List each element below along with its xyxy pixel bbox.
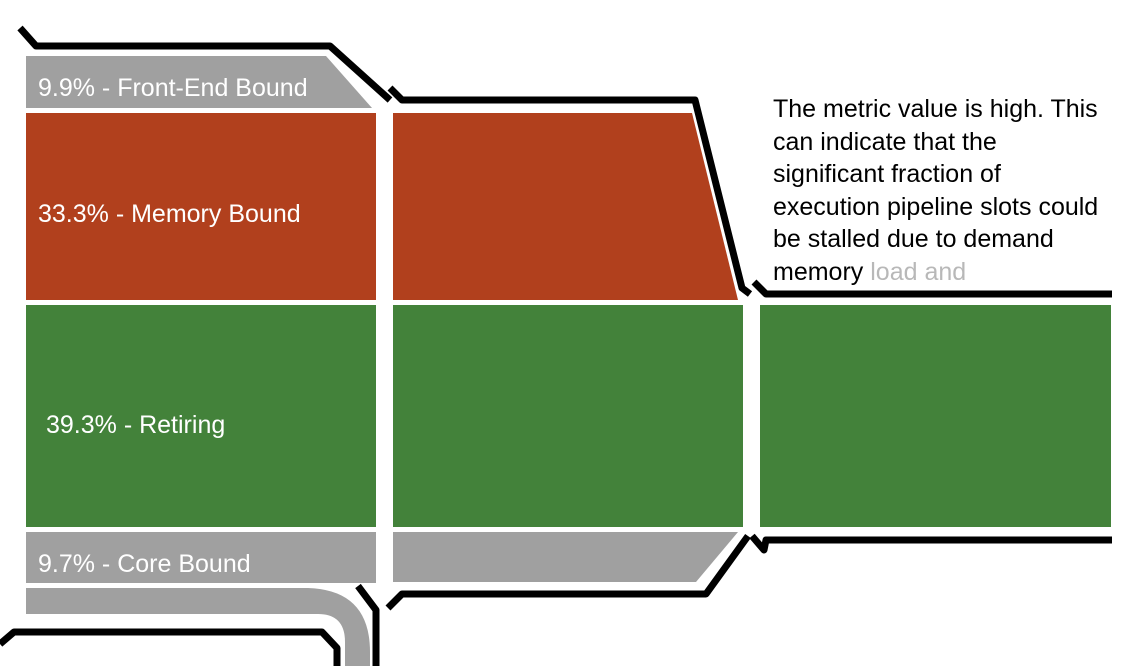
retiring-label: 39.3% - Retiring xyxy=(46,411,226,439)
retiring-flow[interactable] xyxy=(393,305,743,527)
column-2 xyxy=(393,113,743,582)
outline-bottom-hook xyxy=(355,583,380,666)
outline-top-right xyxy=(751,279,1112,298)
metric-explanation-text: The metric value is high. This can indic… xyxy=(773,93,1113,289)
outline-bottom-left xyxy=(0,628,341,666)
memory-bound-label: 33.3% - Memory Bound xyxy=(38,200,301,228)
note-text: The metric value is high. This can indic… xyxy=(773,95,1099,286)
core-bound-label: 9.7% - Core Bound xyxy=(38,550,251,578)
memory-bound-band[interactable] xyxy=(26,113,376,300)
front-end-bound-label: 9.9% - Front-End Bound xyxy=(38,74,308,102)
outline-bottom-right xyxy=(749,533,1112,554)
retiring-band[interactable] xyxy=(26,305,376,527)
outline-top-middle xyxy=(387,85,753,297)
core-bound-band[interactable] xyxy=(26,532,376,583)
outline-bottom-middle xyxy=(385,533,751,611)
retiring-output[interactable] xyxy=(760,305,1111,527)
outline-top-left xyxy=(17,25,393,103)
note-faded-text: load and xyxy=(870,257,967,286)
memory-bound-flow[interactable] xyxy=(393,113,738,300)
outline-strokes xyxy=(0,25,1112,666)
front-end-bound-band[interactable] xyxy=(26,56,372,108)
core-bound-flow[interactable] xyxy=(393,532,738,582)
core-bound-tail xyxy=(26,588,370,666)
column-1 xyxy=(26,56,376,666)
column-3 xyxy=(760,305,1111,527)
